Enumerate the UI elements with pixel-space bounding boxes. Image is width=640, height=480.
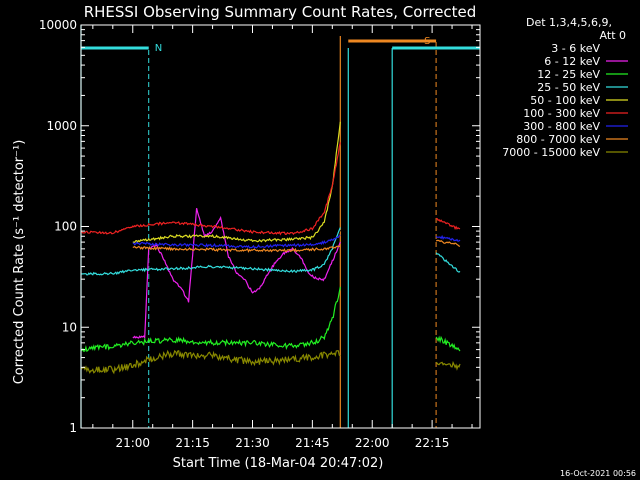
legend-header-line-2: Att 0 bbox=[600, 29, 626, 42]
x-tick-label-4: 22:00 bbox=[355, 436, 390, 450]
axes: 1 10 100 1000 10000 21:00 21:15 21:30 21:45 22:00… bbox=[39, 18, 481, 450]
y-tick-label-4: 10000 bbox=[39, 18, 77, 32]
series-line-8 bbox=[132, 239, 461, 253]
series-line-2 bbox=[132, 208, 341, 340]
legend-label-8: 800 - 7000 keV bbox=[516, 133, 600, 146]
legend-label-1: 3 - 6 keV bbox=[551, 42, 600, 55]
y-tick-label-1: 10 bbox=[62, 320, 77, 334]
series-line-7 bbox=[132, 234, 461, 249]
flag-label-s: S bbox=[424, 36, 430, 47]
x-tick-label-5: 22:15 bbox=[415, 436, 450, 450]
y-tick-label-3: 1000 bbox=[46, 119, 77, 133]
legend-label-2: 6 - 12 keV bbox=[544, 55, 600, 68]
plot-area: NS bbox=[80, 25, 481, 428]
series-line-6 bbox=[80, 142, 461, 236]
legend-label-5: 50 - 100 keV bbox=[530, 94, 600, 107]
y-axis-label: Corrected Count Rate (s⁻¹ detector⁻¹) bbox=[12, 140, 27, 385]
x-tick-label-1: 21:15 bbox=[175, 436, 210, 450]
x-tick-label-2: 21:30 bbox=[235, 436, 270, 450]
legend-label-6: 100 - 300 keV bbox=[523, 107, 600, 120]
x-axis-label: Start Time (18-Mar-04 20:47:02) bbox=[173, 456, 384, 471]
series-line-9 bbox=[80, 349, 461, 375]
series-line-3 bbox=[80, 286, 461, 353]
legend-label-3: 12 - 25 keV bbox=[537, 68, 600, 81]
legend-label-9: 7000 - 15000 keV bbox=[502, 146, 600, 159]
x-tick-label-3: 21:45 bbox=[295, 436, 330, 450]
legend-header-line-1: Det 1,3,4,5,6,9, bbox=[526, 16, 612, 29]
chart-title: RHESSI Observing Summary Count Rates, Co… bbox=[84, 3, 477, 21]
flag-label-n: N bbox=[155, 43, 162, 54]
legend-header: Det 1,3,4,5,6,9, Att 0 bbox=[526, 16, 626, 42]
series-line-5 bbox=[132, 121, 341, 243]
y-tick-label-0: 1 bbox=[69, 421, 77, 435]
series-line-4 bbox=[80, 227, 461, 276]
y-tick-label-2: 100 bbox=[54, 220, 77, 234]
legend-label-7: 300 - 800 keV bbox=[523, 120, 600, 133]
x-tick-label-0: 21:00 bbox=[115, 436, 150, 450]
legend-label-4: 25 - 50 keV bbox=[537, 81, 600, 94]
footer-date: 16-Oct-2021 00:56 bbox=[560, 469, 636, 478]
